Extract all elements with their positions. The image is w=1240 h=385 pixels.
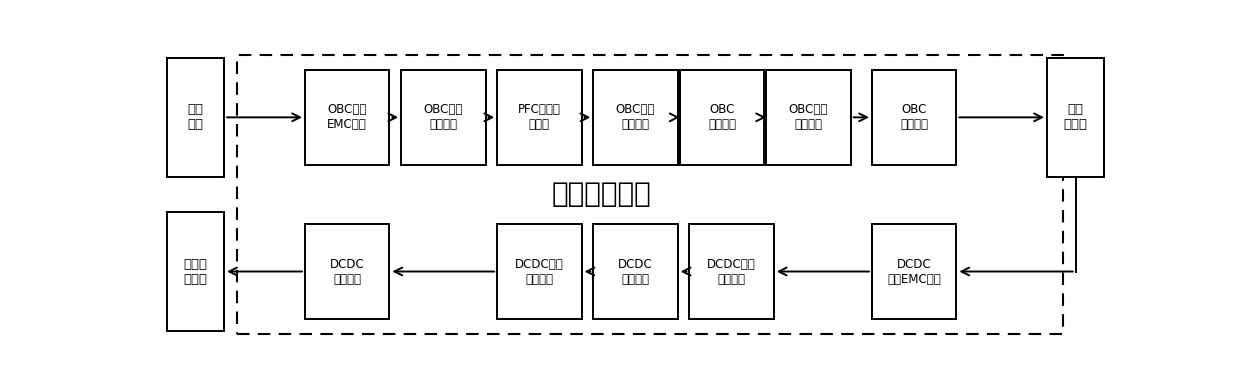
Text: OBC输出
整流电路: OBC输出 整流电路 <box>789 103 828 131</box>
Bar <box>497 70 582 165</box>
Bar <box>166 58 224 177</box>
Bar <box>1047 58 1105 177</box>
Bar <box>497 224 582 319</box>
Bar <box>401 70 486 165</box>
Bar <box>680 70 764 165</box>
Bar <box>872 224 956 319</box>
Text: PFC功率因
素校正: PFC功率因 素校正 <box>518 103 560 131</box>
Text: DCDC
主变压器: DCDC 主变压器 <box>618 258 653 286</box>
Bar <box>305 224 389 319</box>
Text: 动力
电池组: 动力 电池组 <box>1064 103 1087 131</box>
Bar <box>305 70 389 165</box>
Bar <box>689 224 774 319</box>
Bar <box>593 70 678 165</box>
Text: OBC
主变压器: OBC 主变压器 <box>708 103 737 131</box>
Text: OBC单相
整流电路: OBC单相 整流电路 <box>424 103 463 131</box>
Bar <box>237 55 1063 334</box>
Text: DCDC输出
整流电路: DCDC输出 整流电路 <box>515 258 564 286</box>
Text: 物理集成方案: 物理集成方案 <box>552 181 652 208</box>
Text: DCDC
输出滤波: DCDC 输出滤波 <box>330 258 365 286</box>
Text: OBC输入
开关电路: OBC输入 开关电路 <box>616 103 655 131</box>
Text: DCDC输入
开关电路: DCDC输入 开关电路 <box>707 258 756 286</box>
Text: 市电
输入: 市电 输入 <box>187 103 203 131</box>
Text: 蓄电池
及负载: 蓄电池 及负载 <box>184 258 207 286</box>
Bar <box>872 70 956 165</box>
Text: OBC
输出滤波: OBC 输出滤波 <box>900 103 929 131</box>
Text: DCDC
输入EMC滤波: DCDC 输入EMC滤波 <box>888 258 941 286</box>
Text: OBC输入
EMC滤波: OBC输入 EMC滤波 <box>327 103 367 131</box>
Bar <box>593 224 678 319</box>
Bar <box>166 212 224 331</box>
Bar <box>766 70 851 165</box>
